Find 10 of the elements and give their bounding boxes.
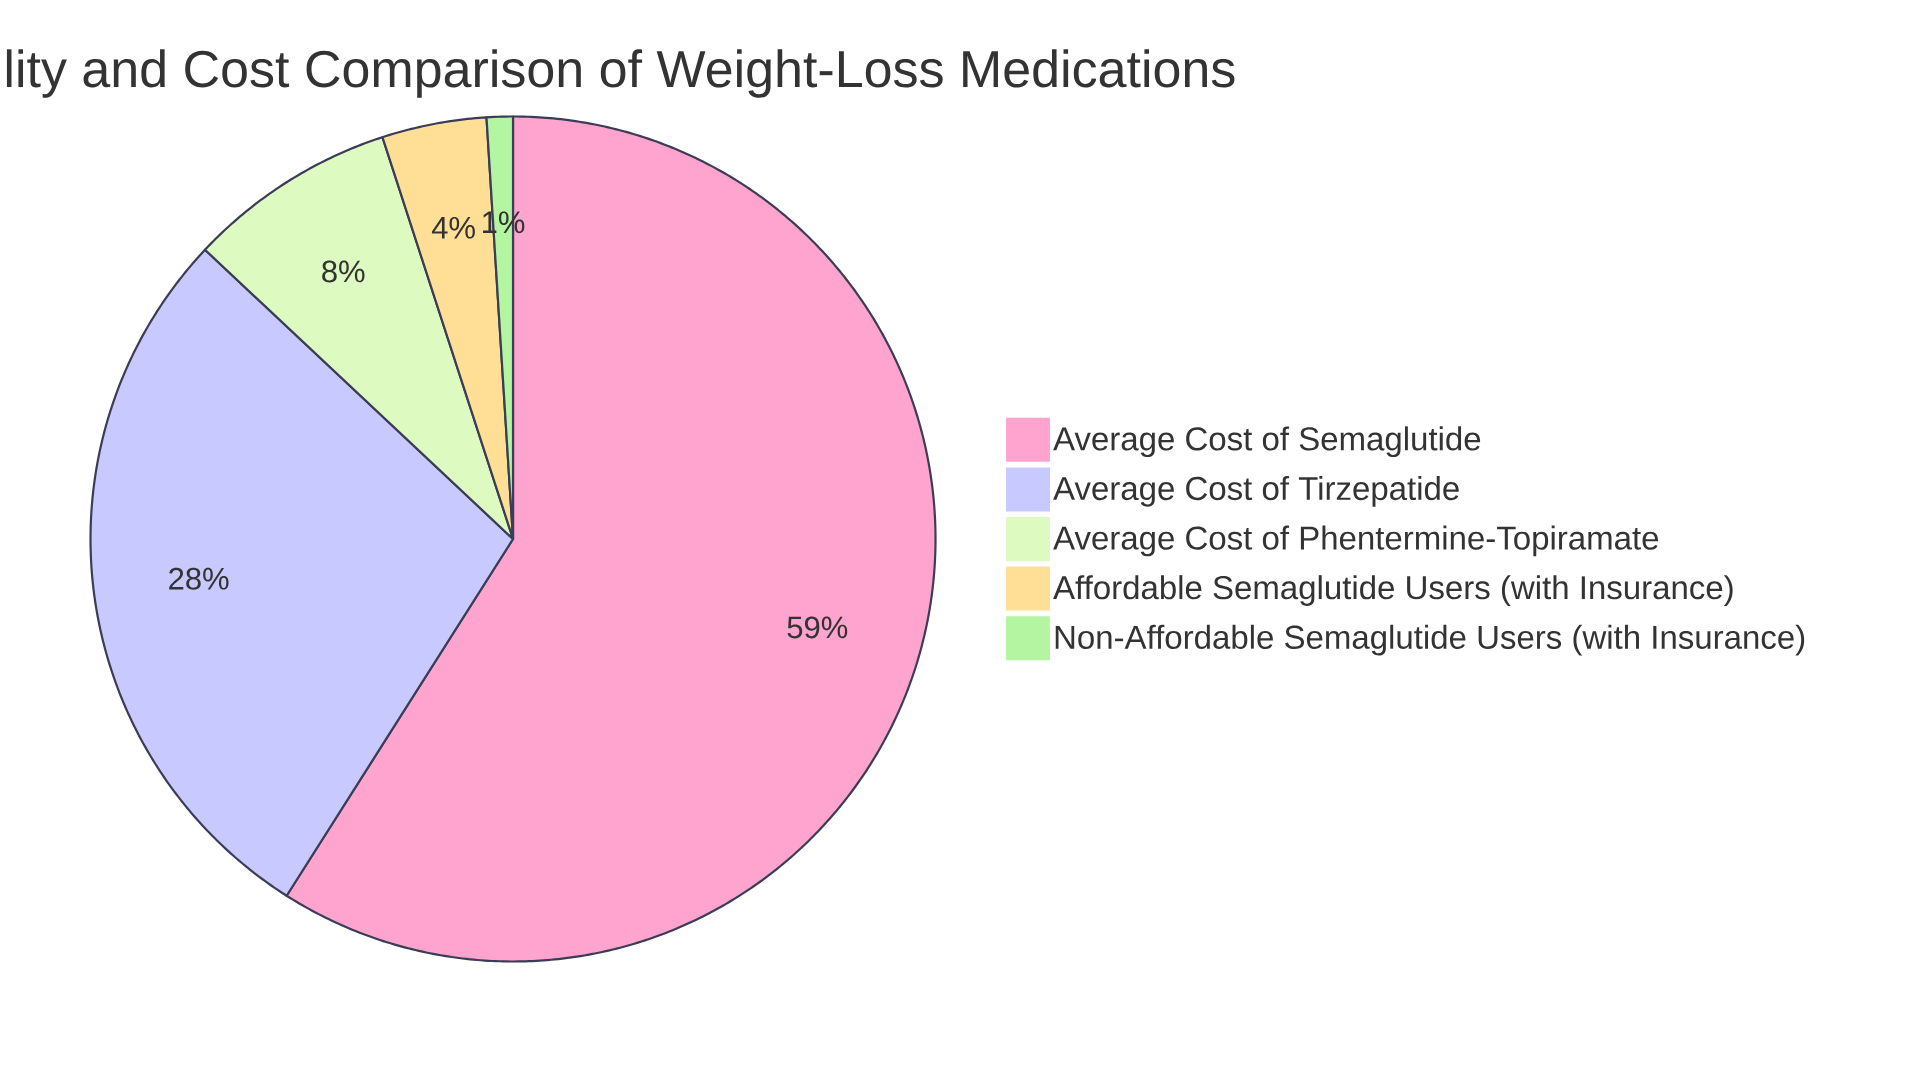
legend-label: Affordable Semaglutide Users (with Insurance) (1053, 575, 1733, 606)
legend-label: Non-Affordable Semaglutide Users (with Insurance) (1055, 624, 1805, 656)
legend-label: Average Cost of Semaglutide (1053, 426, 1481, 458)
data-label: 4% (431, 216, 475, 239)
data-label: 8% (322, 260, 365, 283)
legend-label: Average Cost of Phentermine-Topiramate (1053, 525, 1659, 557)
data-label: 59% (787, 616, 848, 639)
legend-label: Average Cost of Tirzepatide (1053, 475, 1459, 507)
chart-title: lity and Cost Comparison of Weight-Loss Medications (6, 49, 1235, 98)
data-label: 28% (169, 567, 229, 590)
